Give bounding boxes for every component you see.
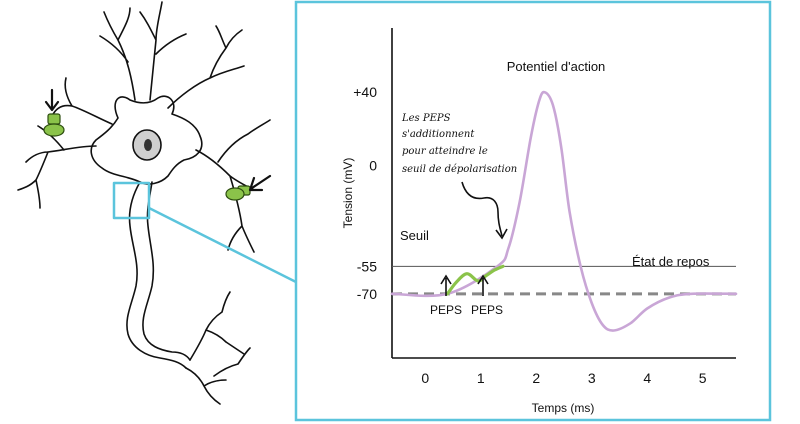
threshold-label: Seuil [400, 228, 429, 243]
dendrite [139, 1, 187, 101]
y-tick-label: -55 [357, 258, 377, 274]
arrow-icon [495, 228, 508, 240]
arrow-icon [440, 274, 452, 296]
peps-label: PEPS [430, 303, 462, 317]
resting-label: État de repos [632, 254, 710, 269]
x-tick-label: 2 [532, 370, 540, 386]
y-axis-label: Tension (mV) [341, 158, 355, 229]
neuron-illustration [17, 1, 298, 405]
y-tick-label: +40 [353, 84, 377, 100]
nucleolus [144, 139, 152, 151]
dendrite [99, 7, 136, 101]
peak-label: Potentiel d'action [507, 59, 606, 74]
x-tick-labels: 0 1 2 3 4 5 [421, 370, 706, 386]
y-tick-label: -70 [357, 286, 377, 302]
synapse-right [225, 185, 251, 201]
x-tick-label: 0 [421, 370, 429, 386]
dendrite [195, 119, 271, 253]
x-tick-label: 4 [643, 370, 651, 386]
axon [126, 181, 187, 369]
peps-curve [445, 264, 505, 296]
peps-annotation: Les PEPS s'additionnent pour atteindre l… [401, 113, 517, 240]
annotation-line: Les PEPS [401, 113, 451, 124]
dendrite [51, 77, 113, 125]
zoom-box [112, 181, 151, 220]
arrow-icon [248, 174, 272, 192]
chart-frame [294, 0, 772, 422]
y-tick-label: 0 [369, 158, 377, 174]
membrane-potential-chart: 0 1 2 3 4 5 +40 0 -55 -70 Temps (ms) Tension (mV… [341, 28, 738, 415]
action-potential-curve [390, 90, 738, 332]
synapse-top-left [43, 113, 65, 137]
x-tick-label: 1 [477, 370, 485, 386]
arrow-icon [477, 274, 489, 296]
peps-markers: PEPS PEPS [430, 274, 503, 317]
annotation-line: s'additionnent [402, 129, 475, 140]
arrow-icon [44, 88, 60, 112]
x-axis-label: Temps (ms) [532, 401, 595, 415]
x-tick-label: 3 [588, 370, 596, 386]
soma-outline [90, 95, 203, 185]
dendrite [17, 125, 97, 209]
annotation-line: seuil de dépolarisation [402, 164, 517, 175]
axon [142, 181, 191, 361]
zoom-connector [147, 206, 298, 284]
peps-label: PEPS [471, 303, 503, 317]
y-tick-labels: +40 0 -55 -70 [353, 84, 377, 302]
annotation-line: pour atteindre le [402, 146, 488, 157]
x-tick-label: 5 [699, 370, 707, 386]
dendrite [167, 25, 245, 109]
axon-terminal [185, 291, 251, 405]
annotation-arrow [461, 181, 503, 237]
